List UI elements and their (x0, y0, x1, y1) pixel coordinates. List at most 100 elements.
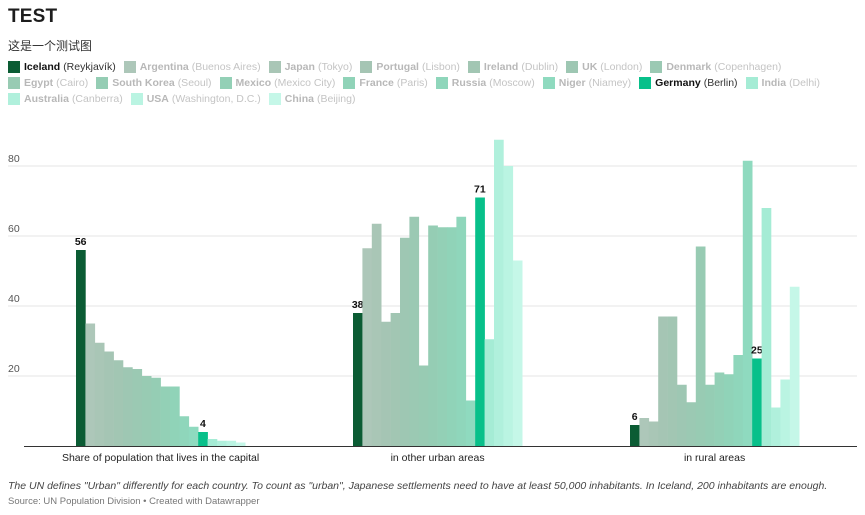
bar-niger-2[interactable] (742, 160, 753, 446)
bar-south-korea-0[interactable] (151, 377, 161, 446)
legend-item-japan[interactable]: Japan (Tokyo) (268, 60, 352, 73)
bar-usa-1[interactable] (503, 166, 514, 446)
legend-label: USA (146, 92, 169, 105)
bar-denmark-1[interactable] (409, 216, 420, 446)
bar-ireland-2[interactable] (667, 316, 678, 447)
data-label: 56 (75, 236, 87, 248)
bar-india-2[interactable] (761, 208, 772, 446)
bar-niger-0[interactable] (188, 426, 199, 446)
legend-swatch (566, 60, 579, 73)
legend-item-australia[interactable]: Australia (Canberra) (8, 92, 123, 105)
bar-egypt-0[interactable] (141, 376, 152, 446)
legend-city: (Washington, D.C.) (171, 92, 261, 105)
legend-item-france[interactable]: France (Paris) (343, 76, 428, 89)
bar-iceland-1[interactable] (353, 313, 363, 446)
bar-mexico-2[interactable] (714, 372, 725, 447)
bar-portugal-2[interactable] (658, 316, 668, 447)
bar-egypt-1[interactable] (418, 365, 429, 447)
legend-item-germany[interactable]: Germany (Berlin) (639, 76, 738, 89)
bar-uk-0[interactable] (123, 367, 133, 446)
legend-label: France (359, 76, 394, 89)
bar-china-0[interactable] (235, 442, 246, 447)
bar-germany-1[interactable] (475, 197, 485, 447)
legend-item-china[interactable]: China (Beijing) (268, 92, 356, 105)
legend-item-south-korea[interactable]: South Korea (Seoul) (96, 76, 212, 89)
bar-south-korea-1[interactable] (428, 225, 438, 447)
legend-swatch (639, 76, 652, 89)
x-category-label: Share of population that lives in the ca… (62, 452, 259, 464)
bar-france-2[interactable] (724, 374, 734, 446)
bar-india-1[interactable] (484, 339, 495, 446)
bar-russia-1[interactable] (456, 216, 467, 446)
legend-swatch (435, 76, 448, 89)
legend-item-usa[interactable]: USA (Washington, D.C.) (130, 92, 261, 105)
legend-swatch (123, 60, 136, 73)
bar-denmark-0[interactable] (132, 369, 143, 446)
legend-item-russia[interactable]: Russia (Moscow) (435, 76, 535, 89)
bar-france-0[interactable] (170, 386, 180, 447)
bar-china-1[interactable] (512, 260, 523, 447)
bar-china-2[interactable] (789, 286, 800, 446)
bar-argentina-1[interactable] (362, 248, 373, 446)
legend-item-iceland[interactable]: Iceland (Reykjavík) (8, 60, 116, 73)
bar-germany-2[interactable] (752, 358, 762, 447)
legend-city: (Reykjavík) (63, 60, 116, 73)
legend-item-mexico[interactable]: Mexico (Mexico City) (219, 76, 335, 89)
bar-ireland-0[interactable] (113, 360, 124, 446)
legend: Iceland (Reykjavík) Argentina (Buenos Aires… (8, 60, 858, 105)
bar-australia-2[interactable] (771, 407, 781, 447)
data-label: 4 (200, 418, 206, 430)
legend-item-portugal[interactable]: Portugal (Lisbon) (360, 60, 460, 73)
bar-australia-0[interactable] (217, 440, 227, 446)
bar-denmark-2[interactable] (686, 402, 697, 446)
bar-argentina-2[interactable] (639, 418, 650, 446)
bar-argentina-0[interactable] (85, 323, 96, 447)
bar-portugal-1[interactable] (381, 321, 391, 446)
legend-city: (Paris) (396, 76, 428, 89)
legend-item-argentina[interactable]: Argentina (Buenos Aires) (123, 60, 261, 73)
legend-city: (Delhi) (789, 76, 820, 89)
bar-iceland-0[interactable] (76, 250, 86, 446)
bar-uk-1[interactable] (400, 237, 410, 446)
bar-ireland-1[interactable] (390, 313, 401, 446)
legend-item-india[interactable]: India (Delhi) (745, 76, 820, 89)
bar-egypt-2[interactable] (695, 246, 706, 447)
legend-item-niger[interactable]: Niger (Niamey) (542, 76, 631, 89)
legend-swatch (650, 60, 663, 73)
legend-item-ireland[interactable]: Ireland (Dublin) (467, 60, 558, 73)
bar-france-1[interactable] (447, 227, 457, 446)
legend-city: (Moscow) (489, 76, 535, 89)
bar-usa-0[interactable] (226, 440, 237, 446)
bar-usa-2[interactable] (780, 379, 791, 447)
bar-iceland-2[interactable] (630, 425, 640, 446)
bar-mexico-1[interactable] (437, 227, 448, 446)
bar-uk-2[interactable] (677, 384, 687, 446)
legend-label: Ireland (483, 60, 519, 73)
bar-mexico-0[interactable] (160, 386, 171, 447)
bar-russia-0[interactable] (179, 416, 190, 446)
bar-russia-2[interactable] (733, 355, 744, 446)
legend-label: Niger (558, 76, 586, 89)
legend-city: (Beijing) (316, 92, 356, 105)
legend-city: (Cairo) (56, 76, 89, 89)
bar-japan-0[interactable] (94, 342, 105, 446)
legend-item-denmark[interactable]: Denmark (Copenhagen) (650, 60, 781, 73)
legend-city: (Canberra) (71, 92, 123, 105)
legend-swatch (8, 60, 20, 73)
bar-niger-1[interactable] (465, 400, 476, 447)
bar-australia-1[interactable] (494, 139, 504, 446)
legend-label: Portugal (376, 60, 419, 73)
legend-item-uk[interactable]: UK (London) (566, 60, 642, 73)
bar-south-korea-2[interactable] (705, 384, 715, 446)
bar-germany-0[interactable] (198, 432, 208, 446)
legend-label: Egypt (24, 76, 54, 89)
legend-swatch (467, 60, 480, 73)
bar-portugal-0[interactable] (104, 351, 114, 447)
legend-swatch (343, 76, 356, 89)
bar-india-0[interactable] (207, 439, 218, 446)
legend-city: (Buenos Aires) (191, 60, 261, 73)
bar-japan-2[interactable] (648, 421, 659, 447)
chart-subtitle: 这是一个测试图 (8, 39, 93, 53)
legend-item-egypt[interactable]: Egypt (Cairo) (8, 76, 88, 89)
bar-japan-1[interactable] (371, 223, 382, 446)
